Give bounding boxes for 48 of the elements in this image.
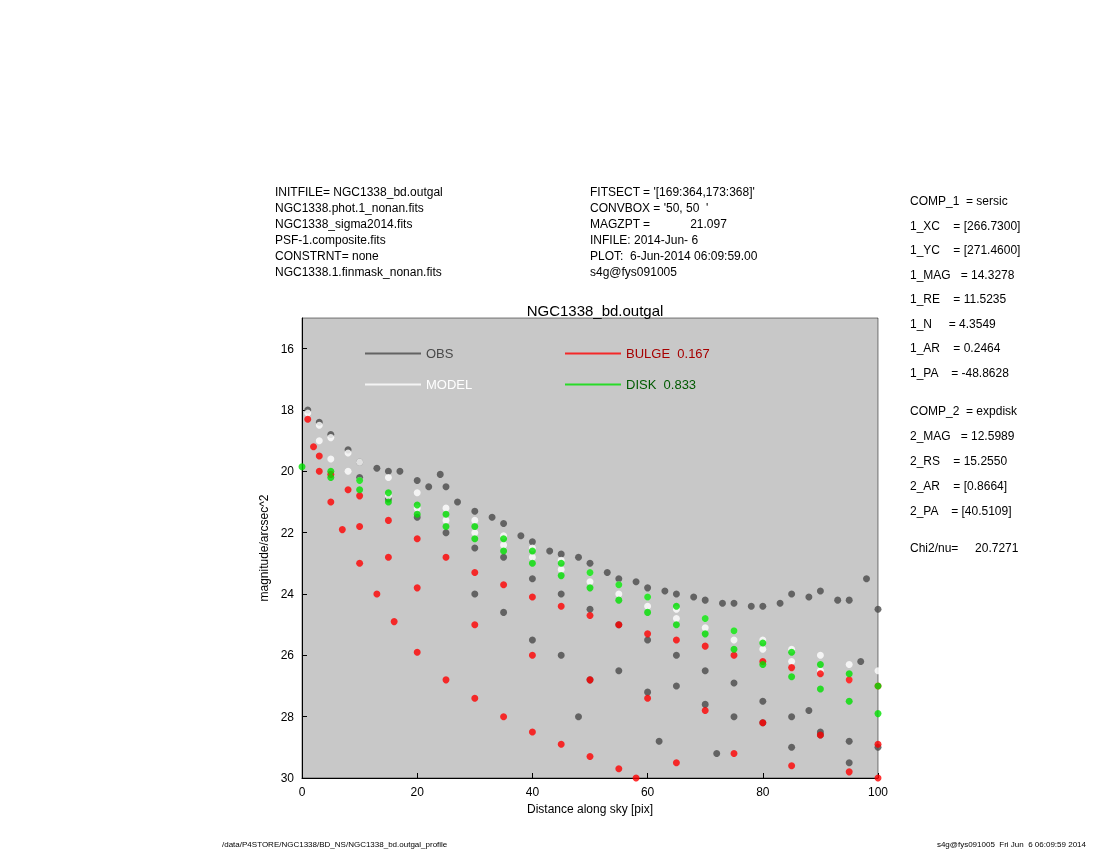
legend-label: BULGE 0.167: [626, 346, 710, 361]
text: 1_AR = 0.2464: [910, 341, 1001, 355]
text: /data/P4STORE/NGC1338/BD_NS/NGC1338_bd.outgal_profile: [222, 840, 448, 849]
text: 2_RS = 15.2550: [910, 454, 1008, 468]
text: 1_RE = 11.5235: [910, 292, 1007, 306]
text: COMP_2 = expdisk: [910, 404, 1018, 418]
y-tick-label: 30: [280, 771, 295, 785]
y-tick-label: 28: [280, 709, 295, 724]
text: CONVBOX = '50, 50 ': [590, 201, 709, 215]
legend-label: DISK 0.833: [626, 377, 697, 392]
text: PLOT: 6-Jun-2014 06:09:59.00: [590, 249, 758, 263]
text: s4g@fys091005 Fri Jun 6 06:09:59 2014: [936, 840, 1086, 849]
x-tick-label: 100: [867, 785, 889, 799]
text: 2_MAG = 12.5989: [910, 429, 1015, 443]
text: 1_XC = [266.7300]: [910, 218, 1021, 233]
text: NGC1338_sigma2014.fits: [275, 217, 413, 231]
text: INITFILE= NGC1338_bd.outgal: [275, 185, 443, 199]
text: Chi2/nu= 20.7271: [910, 541, 1019, 555]
chart-title: NGC1338_bd.outgal: [526, 302, 664, 319]
y-tick-label: 24: [280, 587, 295, 601]
text: 2_AR = [0.8664]: [910, 479, 1008, 493]
x-tick-label: 80: [756, 785, 770, 799]
legend-label: OBS: [426, 346, 454, 361]
y-tick-label: 16: [280, 341, 295, 356]
y-tick-label: 26: [280, 648, 295, 663]
x-tick-label: 20: [410, 785, 425, 799]
text: NGC1338.phot.1_nonan.fits: [275, 201, 424, 215]
text: NGC1338.1.finmask_nonan.fits: [275, 265, 442, 279]
text: PSF-1.composite.fits: [275, 233, 386, 247]
y-tick-label: 20: [280, 464, 295, 479]
text: FITSECT = '[169:364,173:368]': [590, 185, 755, 199]
y-tick-label: 22: [280, 525, 295, 540]
x-tick-label: 0: [298, 785, 306, 799]
x-tick-label: 60: [640, 785, 655, 799]
text: s4g@fys091005: [590, 265, 677, 279]
text: 1_PA = -48.8628: [910, 365, 1009, 380]
text: 1_N = 4.3549: [910, 316, 996, 331]
text: 1_YC = [271.4600]: [910, 243, 1021, 257]
text: INFILE: 2014-Jun- 6: [590, 233, 699, 247]
text: 2_PA = [40.5109]: [910, 504, 1012, 518]
x-tick-label: 40: [525, 785, 540, 799]
text: COMP_1 = sersic: [910, 194, 1008, 208]
text: MAGZPT = 21.097: [590, 217, 727, 231]
text: CONSTRNT= none: [275, 249, 379, 263]
text: 1_MAG = 14.3278: [910, 267, 1015, 282]
y-tick-label: 18: [280, 403, 295, 417]
y-axis-title: magnitude/arcsec^2: [256, 494, 271, 602]
x-axis-title: Distance along sky [pix]: [526, 801, 654, 816]
